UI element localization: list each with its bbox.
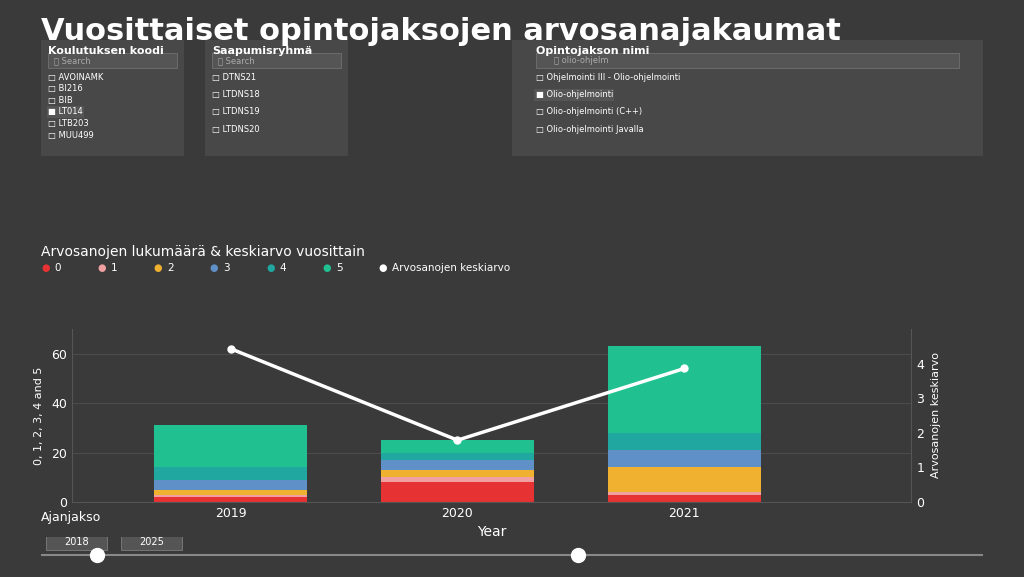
Bar [608,433,761,450]
Text: □ LTB203: □ LTB203 [48,119,89,128]
X-axis label: Year: Year [477,526,506,539]
Text: □ Olio-ohjelmointi (C++): □ Olio-ohjelmointi (C++) [536,107,642,117]
Y-axis label: 0, 1, 2, 3, 4 and 5: 0, 1, 2, 3, 4 and 5 [34,366,44,464]
Text: □ LTDNS18: □ LTDNS18 [212,90,260,99]
Text: Arvosanojen lukumäärä & keskiarvo vuosittain: Arvosanojen lukumäärä & keskiarvo vuosit… [41,245,365,259]
Text: □ Olio-ohjelmointi Javalla: □ Olio-ohjelmointi Javalla [536,125,643,134]
Text: 🔍 Search: 🔍 Search [54,56,90,65]
Text: 2018: 2018 [63,537,89,546]
Text: 🔍 olio-ohjelm: 🔍 olio-ohjelm [554,56,609,65]
Bar [154,497,307,502]
Bar [121,534,182,549]
Text: Ajanjakso: Ajanjakso [41,511,101,524]
Text: ●: ● [266,263,274,273]
Bar [381,482,535,502]
Bar [608,492,761,494]
FancyBboxPatch shape [212,53,341,68]
Bar [381,460,535,470]
Text: □ BI216: □ BI216 [48,84,83,93]
Bar [154,490,307,494]
Text: Saapumisryhmä: Saapumisryhmä [212,46,312,56]
Text: □ AVOINAMK: □ AVOINAMK [48,73,103,82]
Text: ●: ● [154,263,162,273]
Text: 5: 5 [336,263,342,273]
Text: 4: 4 [280,263,286,273]
Bar [381,440,535,452]
Text: □ LTDNS20: □ LTDNS20 [212,125,260,134]
Text: Opintojakson nimi: Opintojakson nimi [536,46,649,56]
Text: ●: ● [379,263,387,273]
Bar [381,470,535,477]
Text: 2: 2 [167,263,173,273]
Text: Vuosittaiset opintojaksojen arvosanajakaumat: Vuosittaiset opintojaksojen arvosanajaka… [41,17,841,46]
Text: 2025: 2025 [139,537,164,546]
Bar [154,425,307,467]
Text: 3: 3 [223,263,229,273]
FancyBboxPatch shape [536,53,959,68]
Text: ●: ● [41,263,49,273]
Y-axis label: Arvosanojen keskiarvo: Arvosanojen keskiarvo [931,353,941,478]
Bar [154,494,307,497]
Bar [154,467,307,479]
Bar [608,346,761,433]
Bar [608,467,761,492]
Text: 1: 1 [111,263,117,273]
Text: ■ Olio-ohjelmointi: ■ Olio-ohjelmointi [536,90,613,99]
Text: □ Ohjelmointi III - Olio-ohjelmointi: □ Ohjelmointi III - Olio-ohjelmointi [536,73,680,82]
Bar [154,479,307,490]
Text: ●: ● [210,263,218,273]
Text: □ LTDNS19: □ LTDNS19 [212,107,260,117]
Text: ●: ● [97,263,105,273]
FancyBboxPatch shape [48,53,177,68]
Bar [46,534,106,549]
Bar [381,477,535,482]
Bar [608,450,761,467]
Text: □ BIB: □ BIB [48,96,73,105]
Bar [608,494,761,502]
Text: 0: 0 [54,263,60,273]
Text: Koulutuksen koodi: Koulutuksen koodi [48,46,164,56]
Bar [381,452,535,460]
Text: ●: ● [323,263,331,273]
Text: □ DTNS21: □ DTNS21 [212,73,256,82]
Text: Arvosanojen keskiarvo: Arvosanojen keskiarvo [392,263,510,273]
Text: ■ LT014: ■ LT014 [48,107,83,117]
Text: 🔍 Search: 🔍 Search [218,56,254,65]
Text: □ MUU499: □ MUU499 [48,130,94,140]
